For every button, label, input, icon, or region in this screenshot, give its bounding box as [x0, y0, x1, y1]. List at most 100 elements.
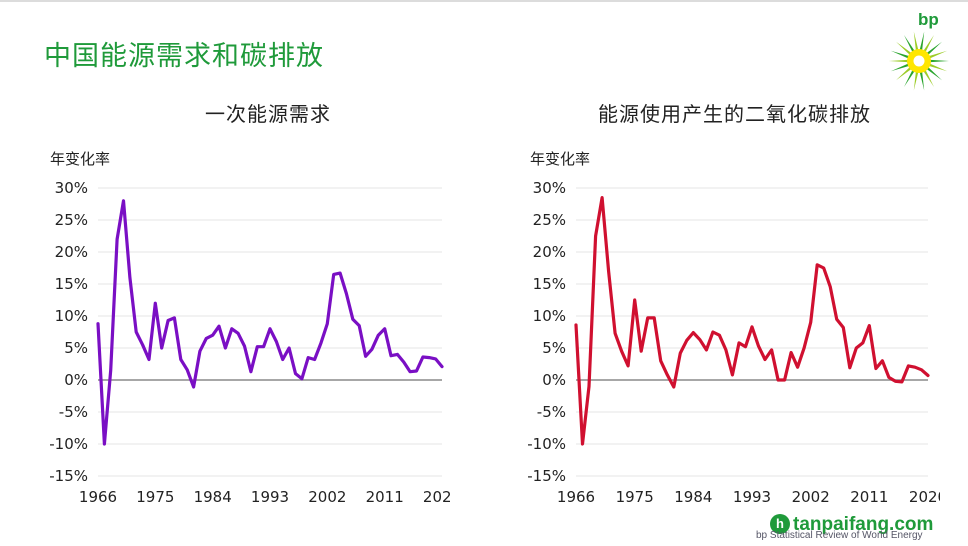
data-point — [613, 332, 617, 335]
data-point — [281, 358, 284, 361]
x-tick-label: 2002 — [308, 488, 346, 506]
data-point — [802, 346, 806, 350]
helios-icon — [889, 31, 949, 91]
data-point — [345, 292, 348, 295]
y-tick-label: 25% — [55, 211, 88, 229]
data-point — [842, 326, 845, 329]
y-tick-label: 30% — [533, 179, 566, 197]
chart-title-co2: 能源使用产生的二氧化碳排放 — [598, 102, 871, 126]
data-point — [217, 325, 221, 328]
data-point — [731, 373, 734, 377]
data-point — [249, 370, 253, 373]
data-point — [275, 340, 278, 343]
bp-logo: bp — [888, 10, 958, 94]
data-point — [763, 358, 767, 361]
y-tick-label: -5% — [59, 403, 88, 421]
data-point — [185, 368, 189, 371]
data-point — [211, 334, 214, 337]
data-point — [313, 358, 316, 361]
data-point — [620, 350, 623, 353]
helios-ray — [922, 68, 934, 87]
y-tick-label: 0% — [542, 371, 566, 389]
data-point — [855, 346, 858, 350]
data-point — [594, 234, 597, 238]
co2-emissions-chart: 30% 25% 20% 15% 10% 5% 0% -5% -10% -15% 1966 1975 19… — [527, 179, 940, 506]
brand-text: bp — [918, 10, 939, 29]
x-tick-label: 2002 — [792, 488, 830, 506]
data-point — [402, 360, 405, 364]
y-tick-label: 5% — [64, 339, 88, 357]
data-point — [370, 348, 374, 351]
data-point — [319, 341, 323, 345]
x-tick-label: 1975 — [136, 488, 174, 506]
data-point — [408, 370, 412, 373]
watermark-icon: h — [770, 514, 790, 534]
y-tick-label: 5% — [542, 339, 566, 357]
data-point — [666, 373, 669, 377]
data-point — [705, 348, 708, 352]
data-point — [815, 263, 819, 266]
data-point — [103, 442, 106, 446]
y-tick-label: 10% — [533, 307, 566, 325]
data-point — [835, 318, 838, 321]
data-point — [224, 346, 227, 350]
data-point — [243, 344, 246, 348]
data-point — [639, 350, 643, 353]
data-point — [757, 344, 760, 348]
data-point — [724, 348, 728, 352]
y-tick-label: 15% — [533, 275, 566, 293]
data-point — [396, 353, 399, 356]
helios-ray — [896, 41, 913, 56]
data-point — [829, 285, 832, 288]
data-point — [894, 380, 897, 383]
x-tick-label: 1984 — [194, 488, 232, 506]
watermark-text: tanpaifang.com — [793, 514, 934, 535]
helios-ray — [928, 59, 949, 63]
data-point — [692, 331, 695, 334]
helios-ray — [925, 66, 942, 81]
helios-ray — [904, 68, 916, 87]
x-tick-label: 1966 — [79, 488, 117, 506]
data-point — [428, 356, 431, 359]
y-tick-label: 15% — [55, 275, 88, 293]
series-line — [574, 196, 930, 446]
y-tick-label: -5% — [537, 403, 566, 421]
data-point — [154, 302, 157, 305]
data-point — [262, 345, 265, 348]
x-tick-label: 1993 — [251, 488, 289, 506]
data-point — [574, 323, 578, 327]
data-point — [874, 367, 878, 370]
data-point — [822, 266, 825, 270]
data-point — [338, 271, 342, 275]
data-point — [685, 339, 689, 342]
data-point — [109, 369, 112, 372]
data-point — [653, 316, 656, 320]
energy-demand-chart: 30% 25% 20% 15% 10% 5% 0% -5% -10% -15% 1966 1975 19… — [49, 179, 450, 506]
y-tick-label: -10% — [49, 435, 88, 453]
x-tick-label: 2011 — [850, 488, 888, 506]
data-point — [389, 354, 393, 357]
data-point — [672, 385, 675, 389]
x-tick-label: 1993 — [733, 488, 771, 506]
data-point — [268, 327, 272, 330]
data-point — [300, 377, 304, 380]
data-point — [783, 378, 786, 382]
data-point — [122, 199, 125, 202]
y-tick-label: -15% — [527, 467, 566, 485]
x-tick-label: 2020 — [423, 488, 450, 506]
y-axis-label-co2: 年变化率 — [530, 150, 591, 168]
data-point — [179, 358, 183, 361]
data-point — [581, 442, 584, 446]
data-point — [718, 334, 721, 337]
data-point — [166, 319, 170, 322]
data-point — [383, 327, 386, 330]
data-point — [256, 345, 259, 348]
helios-ray — [927, 50, 948, 59]
data-point — [307, 356, 310, 359]
helios-core — [913, 55, 925, 67]
helios-ray — [904, 35, 916, 54]
data-point — [659, 359, 662, 362]
data-point — [776, 378, 780, 382]
data-point — [364, 355, 367, 358]
data-point — [750, 325, 754, 329]
